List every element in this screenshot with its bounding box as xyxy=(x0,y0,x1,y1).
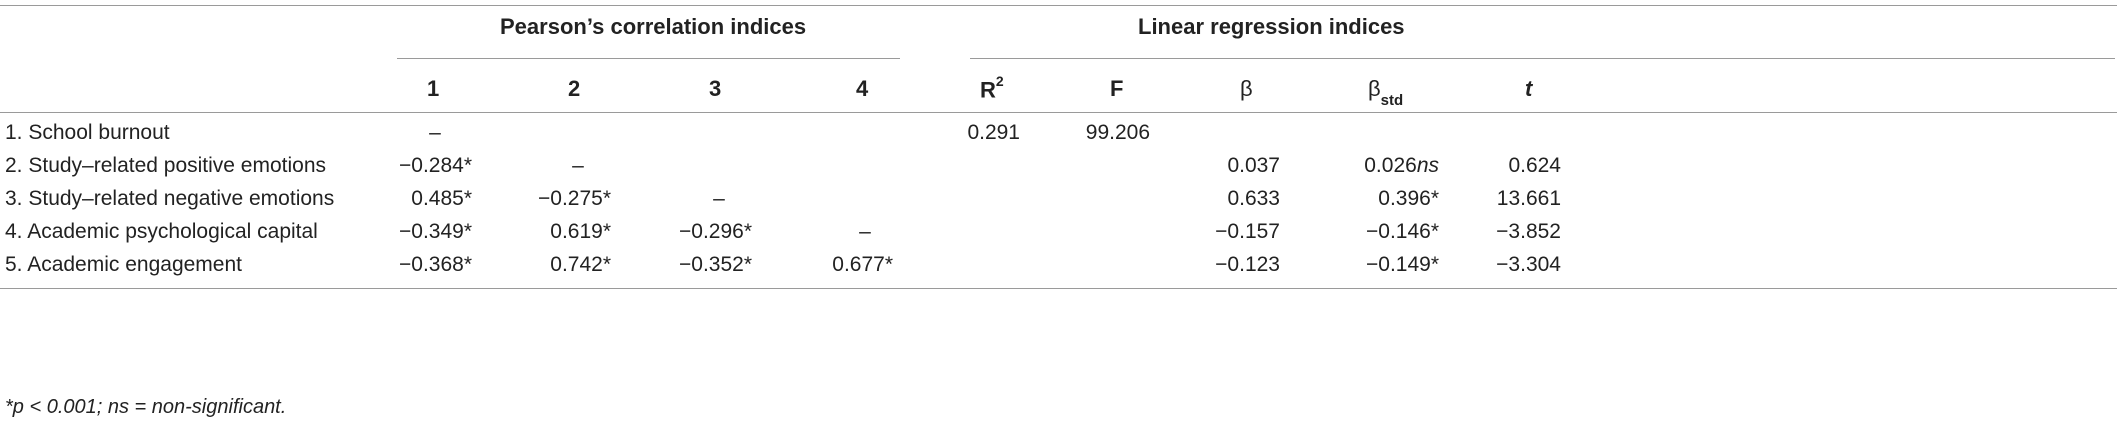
top-rule xyxy=(0,5,2117,6)
row2-c1: −0.284* xyxy=(399,154,472,177)
col-header-f: F xyxy=(1110,76,1124,101)
row2-t: 0.624 xyxy=(1508,154,1561,177)
row1-f: 99.206 xyxy=(1085,121,1150,144)
row2-beta-std-value: 0.026 xyxy=(1364,154,1417,177)
pearson-group-header: Pearson’s correlation indices xyxy=(500,14,807,39)
row4-beta: −0.157 xyxy=(1215,220,1280,243)
row-label-school-burnout: 1. School burnout xyxy=(5,121,170,144)
row5-c4: 0.677* xyxy=(832,253,893,276)
row3-beta-std: 0.396* xyxy=(1378,187,1439,210)
r2-base: R xyxy=(980,77,996,103)
r2-superscript: 2 xyxy=(995,73,1004,89)
row-label-positive-emotions: 2. Study–related positive emotions xyxy=(5,154,327,177)
row2-beta-std-ns: ns xyxy=(1416,154,1439,177)
header-bottom-rule xyxy=(0,112,2117,113)
col-header-1: 1 xyxy=(427,76,440,101)
row-label-academic-engagement: 5. Academic engagement xyxy=(5,253,242,276)
bottom-rule xyxy=(0,288,2117,289)
pearson-group-rule xyxy=(397,58,900,59)
row3-beta: 0.633 xyxy=(1227,187,1280,210)
row2-c2: – xyxy=(572,154,584,177)
row4-c3: −0.296* xyxy=(679,220,752,243)
row3-t: 13.661 xyxy=(1496,187,1561,210)
row2-beta-std: 0.026ns xyxy=(1320,154,1439,178)
row4-c1: −0.349* xyxy=(399,220,472,243)
row4-c4: – xyxy=(859,220,871,243)
row3-c2: −0.275* xyxy=(538,187,611,210)
row4-t: −3.852 xyxy=(1496,220,1561,243)
table-footnote: *p < 0.001; ns = non-significant. xyxy=(5,396,287,418)
col-header-beta-std: βstd xyxy=(1368,76,1403,109)
col-header-4: 4 xyxy=(856,76,869,101)
regression-group-header: Linear regression indices xyxy=(1138,14,1405,39)
col-header-r2: R2 xyxy=(980,73,1004,103)
row4-beta-std: −0.146* xyxy=(1366,220,1439,243)
regression-group-rule xyxy=(970,58,2115,59)
row2-beta: 0.037 xyxy=(1227,154,1280,177)
col-header-beta: β xyxy=(1240,76,1253,101)
row-label-psychological-capital: 4. Academic psychological capital xyxy=(5,220,318,243)
row5-beta: −0.123 xyxy=(1215,253,1280,276)
row5-c2: 0.742* xyxy=(550,253,611,276)
row4-c2: 0.619* xyxy=(550,220,611,243)
row5-c1: −0.368* xyxy=(399,253,472,276)
col-header-3: 3 xyxy=(709,76,722,101)
row3-c1: 0.485* xyxy=(411,187,472,210)
row-label-negative-emotions: 3. Study–related negative emotions xyxy=(5,187,335,210)
col-header-2: 2 xyxy=(568,76,581,101)
row5-c3: −0.352* xyxy=(679,253,752,276)
beta-std-base: β xyxy=(1368,76,1381,101)
col-header-t: t xyxy=(1525,76,1533,101)
beta-std-subscript: std xyxy=(1380,92,1404,110)
row5-t: −3.304 xyxy=(1496,253,1561,276)
row3-c3: – xyxy=(713,187,725,210)
row1-r2: 0.291 xyxy=(967,121,1020,144)
row5-beta-std: −0.149* xyxy=(1366,253,1439,276)
row1-c1: – xyxy=(429,121,441,144)
